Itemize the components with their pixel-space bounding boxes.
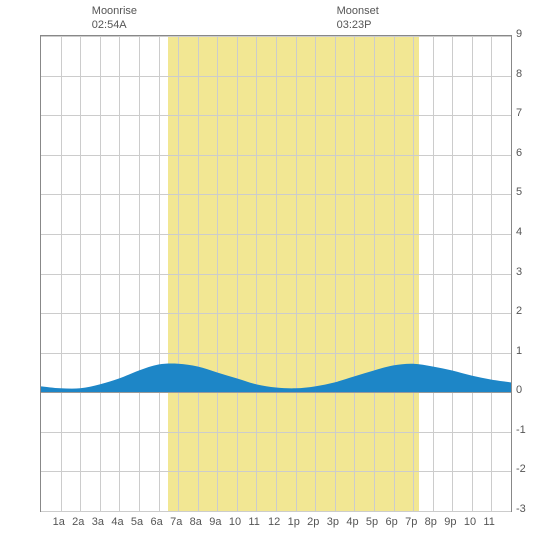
x-tick-label: 3a	[92, 516, 104, 528]
x-tick-label: 11	[483, 516, 494, 528]
y-tick-label: 8	[516, 68, 522, 80]
x-tick-label: 6p	[386, 516, 398, 528]
x-tick-label: 10	[229, 516, 241, 528]
tide-curve	[41, 36, 511, 511]
moonrise-label: Moonrise	[92, 4, 137, 18]
x-tick-label: 6a	[151, 516, 163, 528]
x-tick-label: 2p	[307, 516, 319, 528]
y-tick-label: 5	[516, 186, 522, 198]
y-tick-label: 2	[516, 305, 522, 317]
y-tick-label: 3	[516, 266, 522, 278]
x-tick-label: 1a	[53, 516, 65, 528]
y-tick-label: 7	[516, 107, 522, 119]
moonset-time: 03:23P	[337, 18, 379, 32]
x-tick-label: 8p	[425, 516, 437, 528]
x-tick-label: 4p	[346, 516, 358, 528]
x-tick-label: 9p	[444, 516, 456, 528]
x-tick-label: 8a	[190, 516, 202, 528]
tide-chart: Moonrise 02:54A Moonset 03:23P -3-2-1012…	[0, 0, 550, 550]
moonset-annotation: Moonset 03:23P	[337, 4, 379, 33]
moonrise-annotation: Moonrise 02:54A	[92, 4, 137, 33]
zero-line	[41, 392, 511, 393]
y-tick-label: -2	[516, 463, 526, 475]
y-tick-label: 1	[516, 345, 522, 357]
x-tick-label: 9a	[209, 516, 221, 528]
x-tick-label: 1p	[288, 516, 300, 528]
y-tick-label: -3	[516, 503, 526, 515]
plot-area	[40, 35, 512, 512]
moonset-label: Moonset	[337, 4, 379, 18]
x-tick-label: 7a	[170, 516, 182, 528]
x-tick-label: 5a	[131, 516, 143, 528]
grid-line-h	[41, 511, 511, 512]
x-tick-label: 4a	[111, 516, 123, 528]
x-tick-label: 12	[268, 516, 280, 528]
y-tick-label: 9	[516, 28, 522, 40]
x-tick-label: 10	[464, 516, 476, 528]
x-tick-label: 2a	[72, 516, 84, 528]
x-tick-label: 5p	[366, 516, 378, 528]
y-tick-label: 0	[516, 384, 522, 396]
y-tick-label: -1	[516, 424, 526, 436]
y-tick-label: 4	[516, 226, 522, 238]
moonrise-time: 02:54A	[92, 18, 137, 32]
tide-area	[41, 364, 511, 393]
x-tick-label: 7p	[405, 516, 417, 528]
x-tick-label: 11	[248, 516, 259, 528]
y-tick-label: 6	[516, 147, 522, 159]
x-tick-label: 3p	[327, 516, 339, 528]
